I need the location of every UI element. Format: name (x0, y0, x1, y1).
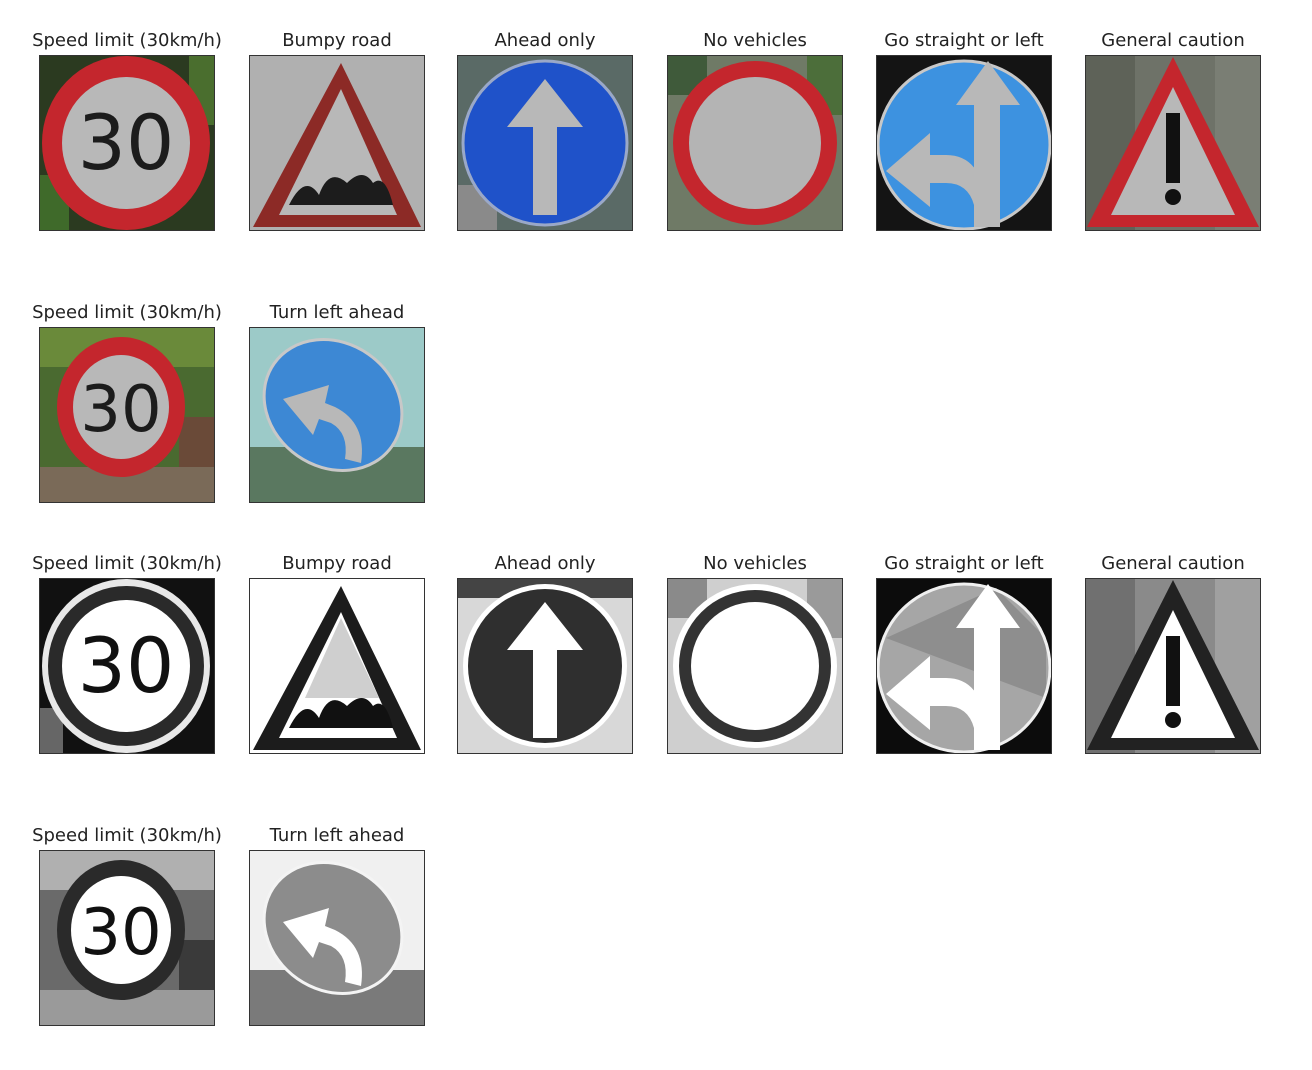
panel-turn-left-ahead: Turn left ahead (249, 824, 425, 1026)
ahead-only-sign-icon (457, 55, 633, 231)
turn-left-ahead-sign-icon (249, 850, 425, 1026)
panel-bumpy-road: Bumpy road (249, 552, 425, 754)
speed-limit-sign-icon: 30 (39, 327, 215, 503)
speed-limit-sign-icon: 30 (39, 55, 215, 231)
general-caution-sign-icon (1085, 578, 1261, 754)
panel-speed-limit-30: Speed limit (30km/h) 30 (32, 552, 222, 754)
straight-or-left-sign-icon (876, 578, 1052, 754)
panel-title: Ahead only (494, 30, 596, 51)
panel-title: Speed limit (30km/h) (32, 30, 222, 51)
svg-text:30: 30 (78, 98, 175, 187)
panel-title: Go straight or left (884, 30, 1044, 51)
panel-no-vehicles: No vehicles (667, 552, 843, 754)
panel-title: Ahead only (494, 553, 596, 574)
panel-speed-limit-30: Speed limit (30km/h) 30 (32, 29, 222, 231)
panel-title: Turn left ahead (269, 825, 405, 846)
panel-title: Go straight or left (884, 553, 1044, 574)
panel-speed-limit-30: Speed limit (30km/h) 30 (32, 301, 222, 503)
panel-go-straight-or-left: Go straight or left (876, 552, 1052, 754)
panel-title: Turn left ahead (269, 302, 405, 323)
panel-title: Speed limit (30km/h) (32, 553, 222, 574)
panel-title: Bumpy road (282, 30, 392, 51)
panel-go-straight-or-left: Go straight or left (876, 29, 1052, 231)
panel-ahead-only: Ahead only (457, 29, 633, 231)
panel-title: Bumpy road (282, 553, 392, 574)
svg-text:30: 30 (80, 373, 161, 447)
panel-title: No vehicles (703, 553, 807, 574)
panel-ahead-only: Ahead only (457, 552, 633, 754)
turn-left-ahead-sign-icon (249, 327, 425, 503)
general-caution-sign-icon (1085, 55, 1261, 231)
bumpy-road-sign-icon (249, 55, 425, 231)
ahead-only-sign-icon (457, 578, 633, 754)
panel-general-caution: General caution (1085, 29, 1261, 231)
panel-title: Speed limit (30km/h) (32, 825, 222, 846)
bumpy-road-sign-icon (249, 578, 425, 754)
panel-general-caution: General caution (1085, 552, 1261, 754)
panel-bumpy-road: Bumpy road (249, 29, 425, 231)
speed-limit-sign-icon: 30 (39, 850, 215, 1026)
panel-speed-limit-30: Speed limit (30km/h) 30 (32, 824, 222, 1026)
no-vehicles-sign-icon (667, 578, 843, 754)
panel-title: General caution (1101, 553, 1245, 574)
speed-limit-sign-icon: 30 (39, 578, 215, 754)
panel-title: General caution (1101, 30, 1245, 51)
panel-no-vehicles: No vehicles (667, 29, 843, 231)
no-vehicles-sign-icon (667, 55, 843, 231)
svg-text:30: 30 (78, 621, 175, 710)
svg-text:30: 30 (80, 896, 161, 970)
straight-or-left-sign-icon (876, 55, 1052, 231)
panel-title: Speed limit (30km/h) (32, 302, 222, 323)
panel-title: No vehicles (703, 30, 807, 51)
panel-turn-left-ahead: Turn left ahead (249, 301, 425, 503)
